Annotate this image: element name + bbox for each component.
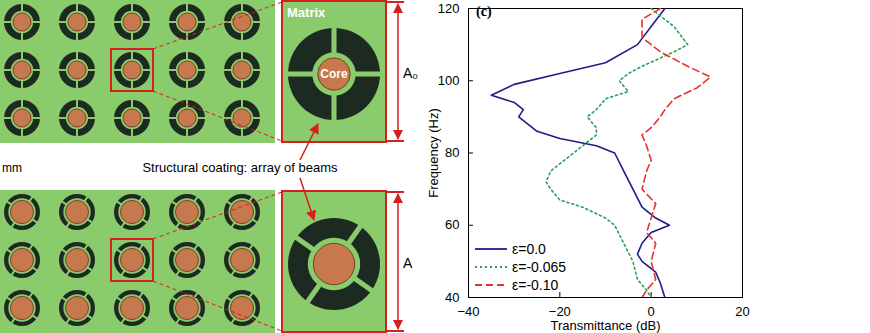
svg-text:mm: mm (2, 161, 22, 175)
svg-text:40: 40 (445, 290, 459, 305)
svg-text:Transmittance (dB): Transmittance (dB) (550, 318, 660, 333)
svg-text:0: 0 (648, 304, 655, 319)
html-text:(c): (c) (476, 4, 492, 19)
svg-text:100: 100 (438, 73, 460, 88)
svg-text:20: 20 (735, 304, 749, 319)
svg-text:A₀: A₀ (403, 65, 418, 81)
svg-text:80: 80 (445, 145, 459, 160)
svg-text:−40: −40 (457, 304, 479, 319)
html-text:ε=-0.10: ε=-0.10 (512, 277, 559, 293)
svg-text:A: A (403, 255, 413, 271)
html-text:ε=0.0: ε=0.0 (512, 241, 546, 257)
html-text:ε=-0.065: ε=-0.065 (512, 259, 567, 275)
svg-text:Core: Core (320, 67, 348, 81)
svg-text:Frequency (Hz): Frequency (Hz) (426, 108, 441, 198)
svg-text:60: 60 (445, 217, 459, 232)
svg-text:120: 120 (438, 1, 460, 16)
svg-text:Structural coating: array of b: Structural coating: array of beams (142, 160, 338, 175)
svg-text:−20: −20 (549, 304, 571, 319)
svg-text:Matrix: Matrix (287, 5, 326, 20)
